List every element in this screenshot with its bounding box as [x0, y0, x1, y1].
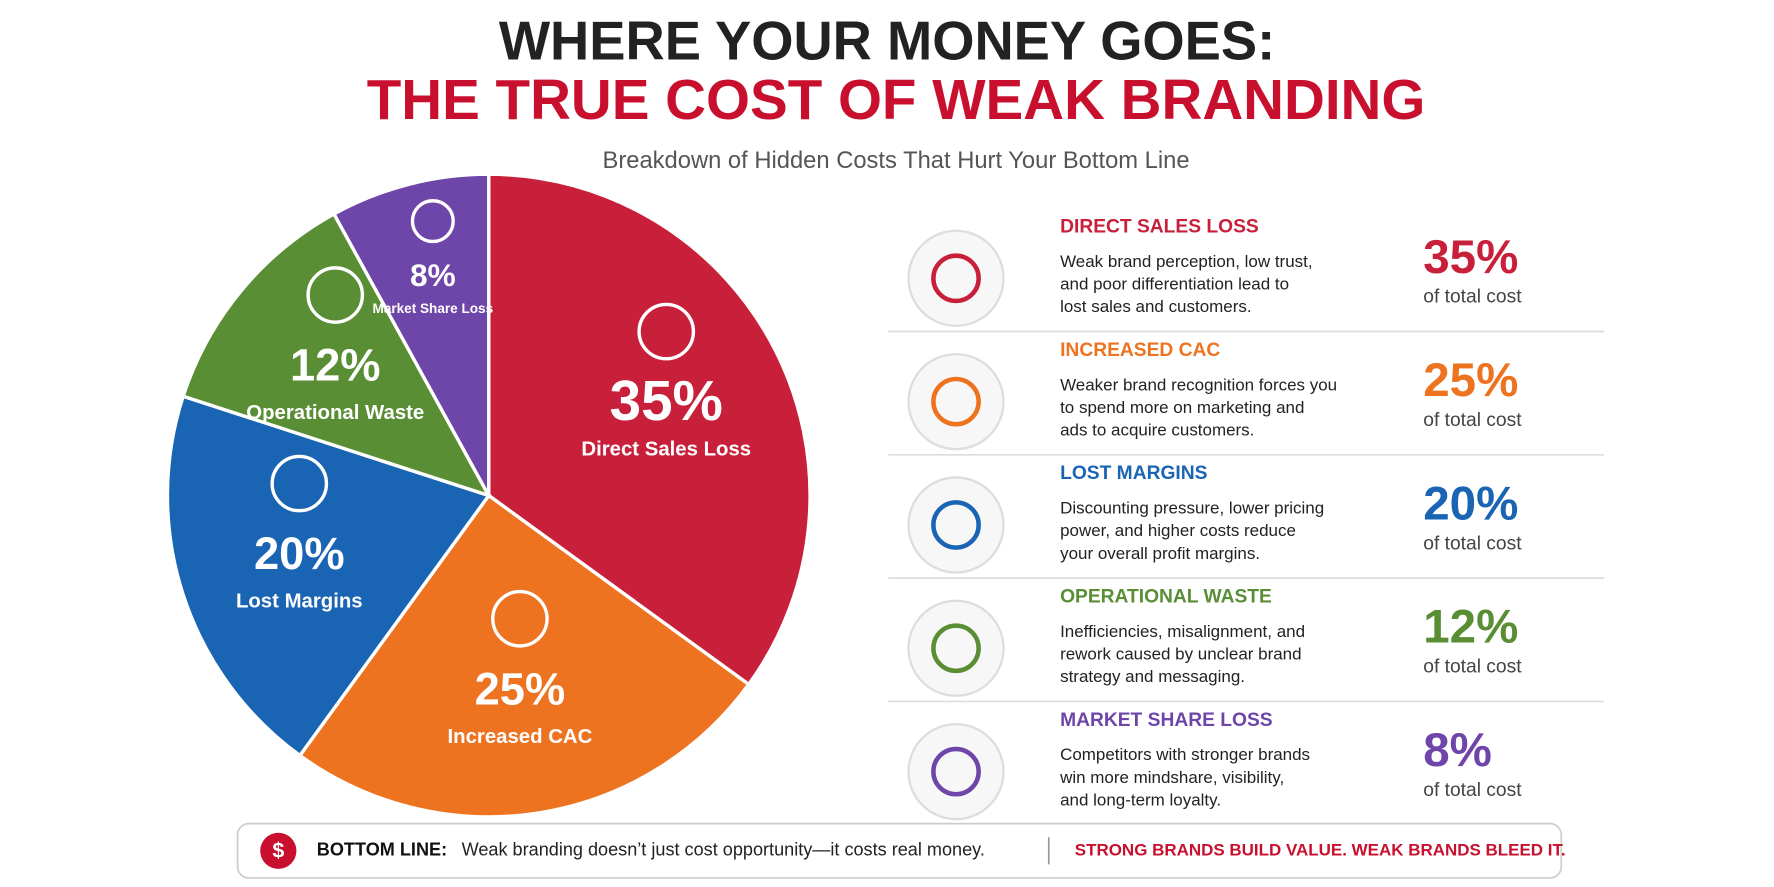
- pie-slice: [181, 211, 493, 499]
- item-description: Competitors with stronger brands: [1060, 745, 1310, 764]
- item-description: and poor differentiation lead to: [1060, 275, 1289, 294]
- item-description: win more mindshare, visibility,: [1059, 768, 1284, 787]
- bottom-bar: $ BOTTOM LINE: Weak branding doesn’t jus…: [236, 822, 1566, 879]
- item-heading: OPERATIONAL WASTE: [1060, 586, 1272, 607]
- item-percent: 35%: [1423, 231, 1518, 284]
- icon-ring: [931, 623, 981, 674]
- icon-badge: [907, 599, 1005, 697]
- slice-percent: 35%: [610, 369, 723, 432]
- bottom-icon-circle: [260, 832, 297, 869]
- item-description: to spend more on marketing and: [1060, 398, 1304, 417]
- item-percent: 12%: [1423, 601, 1518, 654]
- slice-percent: 12%: [290, 340, 381, 391]
- slice-percent: 25%: [475, 663, 566, 714]
- icon-badge: [907, 476, 1005, 574]
- item-percent: 25%: [1423, 354, 1518, 407]
- icon-ring: [931, 253, 981, 304]
- item-description: and long-term loyalty.: [1060, 790, 1221, 809]
- pie-chart: 35% Direct Sales Loss 25% Increased CAC 20% L…: [165, 172, 812, 819]
- item-description: Discounting pressure, lower pricing: [1060, 499, 1324, 518]
- item-note: of total cost: [1423, 780, 1522, 801]
- title-line-2: THE TRUE COST OF WEAK BRANDING: [367, 68, 1426, 131]
- bottom-text: Weak branding doesn’t just cost opportun…: [462, 840, 985, 860]
- icon-ring: [931, 746, 981, 797]
- icon-badge: [907, 229, 1005, 327]
- item-heading: MARKET SHARE LOSS: [1060, 710, 1273, 731]
- item-percent: 8%: [1423, 724, 1492, 777]
- item-note: of total cost: [1423, 410, 1522, 431]
- item-note: of total cost: [1423, 287, 1522, 308]
- bottom-bar-frame: [236, 822, 1563, 879]
- bottom-label: BOTTOM LINE:: [317, 840, 447, 860]
- item-description: ads to acquire customers.: [1060, 421, 1254, 440]
- bottom-tagline: STRONG BRANDS BUILD VALUE. WEAK BRANDS B…: [1075, 840, 1566, 859]
- item-description: Inefficiencies, misalignment, and: [1060, 622, 1305, 641]
- pie-slice: [165, 394, 492, 758]
- slice-percent: 20%: [254, 528, 345, 579]
- item-heading: LOST MARGINS: [1060, 463, 1208, 484]
- item-description: strategy and messaging.: [1060, 667, 1245, 686]
- slice-icon: [637, 302, 696, 361]
- breakdown-list: DIRECT SALES LOSS Weak brand perception, …: [888, 216, 1605, 821]
- slice-label: Lost Margins: [236, 591, 363, 613]
- title-line-1: WHERE YOUR MONEY GOES:: [499, 11, 1275, 72]
- pie-slice: [487, 172, 812, 687]
- icon-badge: [907, 722, 1005, 821]
- bottom-icon: $: [272, 839, 284, 863]
- slice-label: Direct Sales Loss: [581, 439, 751, 461]
- slice-icon: [410, 199, 455, 244]
- slice-label: Market Share Loss: [373, 301, 494, 316]
- item-description: power, and higher costs reduce: [1060, 521, 1296, 540]
- item-heading: INCREASED CAC: [1060, 340, 1220, 361]
- item-note: of total cost: [1423, 533, 1522, 554]
- item-description: lost sales and customers.: [1060, 297, 1251, 316]
- slice-label: Increased CAC: [447, 726, 592, 748]
- item-percent: 20%: [1423, 477, 1518, 530]
- subtitle: Breakdown of Hidden Costs That Hurt Your…: [603, 147, 1190, 174]
- item-description: your overall profit margins.: [1060, 544, 1260, 563]
- item-heading: DIRECT SALES LOSS: [1060, 216, 1259, 237]
- icon-ring: [931, 376, 981, 427]
- item-description: Weak brand perception, low trust,: [1060, 252, 1312, 271]
- item-description: Weaker brand recognition forces you: [1060, 375, 1337, 394]
- slice-icon: [270, 454, 329, 513]
- icon-ring: [931, 500, 981, 550]
- pie-slice: [297, 493, 752, 819]
- icon-badge: [907, 352, 1005, 451]
- slice-icon: [491, 589, 549, 648]
- item-note: of total cost: [1423, 657, 1522, 678]
- slice-icon: [306, 266, 365, 324]
- pie-slice: [331, 172, 491, 497]
- item-description: rework caused by unclear brand: [1060, 645, 1301, 664]
- slice-label: Operational Waste: [246, 402, 424, 424]
- slice-percent: 8%: [410, 257, 456, 293]
